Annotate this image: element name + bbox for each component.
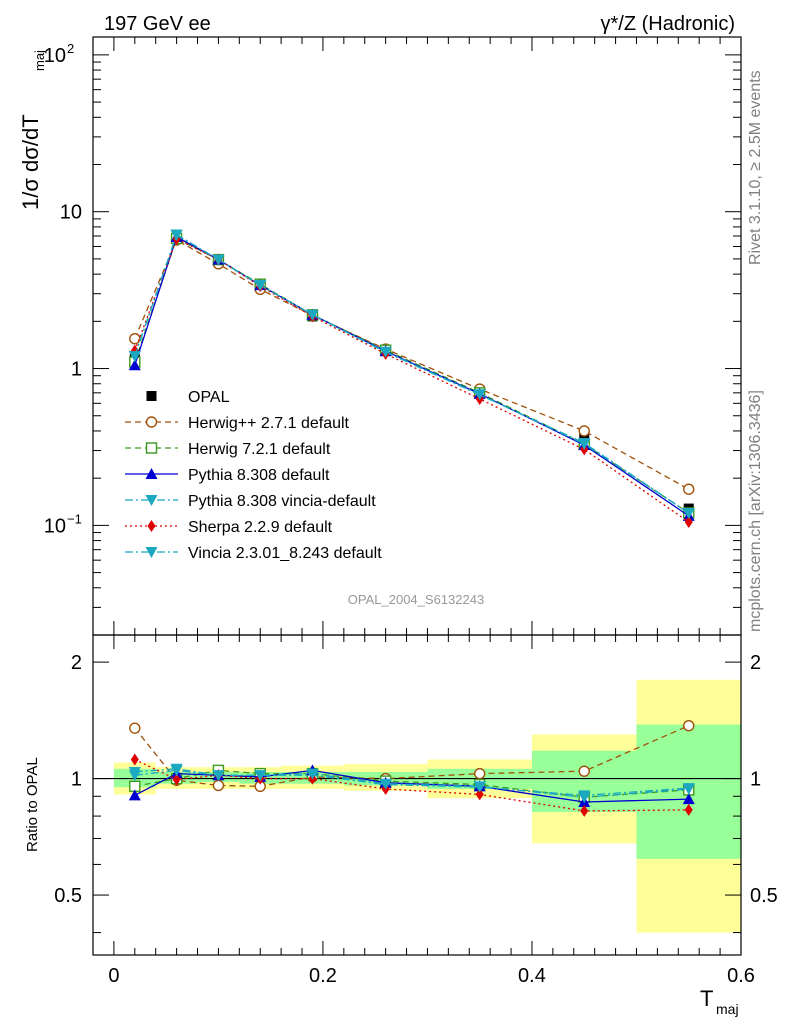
ratio-series-0-point: [683, 719, 695, 732]
legend-marker: [145, 416, 158, 428]
x-tick-label: 0.6: [727, 965, 755, 987]
ratio-series-4-point: [130, 753, 139, 766]
x-tick-label: 0.2: [309, 965, 337, 987]
legend-label: Pythia 8.308 vincia-default: [188, 493, 376, 510]
ratio-series-5-point: [170, 765, 183, 777]
main-series-5-point: [473, 389, 486, 401]
ratio-series-0-point: [578, 765, 590, 777]
ratio-series-5-point: [128, 770, 141, 782]
main-series-0-point: [578, 425, 590, 437]
ratio-y-tick-label: 1: [71, 769, 82, 791]
main-series-0-point: [683, 483, 695, 495]
ratio-series-2-point: [128, 789, 141, 801]
ratio-series-5-point: [473, 781, 486, 793]
y-tick-label-exponent: 2: [67, 41, 74, 56]
header-right-title: γ*/Z (Hadronic): [601, 13, 735, 35]
ratio-y-axis-label: Ratio to OPAL: [24, 757, 41, 852]
ratio-series-4-point: [172, 773, 181, 786]
y-tick-label-base: 10: [44, 45, 66, 67]
y-tick-label: 1: [71, 359, 82, 381]
y-tick-label: 10 −1: [44, 511, 82, 537]
ratio-y-tick-label-right: 1: [750, 769, 761, 791]
ratio-uncertainty-bands: [113, 679, 741, 933]
rivet-version-label: Rivet 3.1.10, ≥ 2.5M events: [747, 70, 764, 265]
y-tick-label-exponent: −1: [67, 511, 82, 526]
ratio-y-tick-label-right: 0.5: [750, 885, 778, 907]
y-axis-label: 1/σ dσ/dT: [18, 114, 43, 210]
y-tick-label: 10: [60, 202, 82, 224]
main-series-5-point: [379, 346, 392, 358]
analysis-id-label: OPAL_2004_S6132243: [348, 592, 484, 607]
legend-marker: [145, 468, 158, 479]
legend-label: Herwig 7.2.1 default: [188, 441, 331, 458]
y-tick-label-base: 10: [44, 515, 66, 537]
legend-marker: [145, 442, 158, 454]
main-series-2-point: [128, 359, 141, 371]
legend-marker: [145, 495, 158, 506]
ratio-series-5-point: [379, 778, 392, 790]
main-series-5-point: [212, 254, 225, 266]
legend-label: Pythia 8.308 default: [188, 467, 330, 484]
legend-marker: [147, 520, 156, 532]
ratio-y-tick-label: 2: [71, 652, 82, 674]
legend-label: Herwig++ 2.7.1 default: [188, 415, 350, 432]
main-series-4-point: [684, 516, 693, 529]
ratio-plot-frame: [92, 634, 742, 956]
ratio-series-4-point: [684, 803, 693, 816]
main-series-5-point: [128, 351, 141, 363]
y-tick-label-base: 1: [71, 359, 82, 381]
ratio-y-tick-label-right: 2: [750, 652, 761, 674]
legend-marker: [145, 547, 158, 558]
header-left-title: 197 GeV ee: [104, 13, 211, 35]
legend: OPAL Herwig++ 2.7.1 default Herwig 7.2.1 d…: [125, 389, 382, 562]
legend-label: Vincia 2.3.01_8.243 default: [188, 545, 382, 562]
x-tick-label: 0: [108, 965, 119, 987]
legend-label: Sherpa 2.2.9 default: [188, 519, 333, 536]
main-series-0-point: [129, 332, 141, 345]
legend-label: OPAL: [188, 389, 230, 406]
x-axis-label-sub: maj: [716, 1001, 739, 1017]
ratio-series-5-point: [254, 770, 267, 782]
main-series-5-point: [306, 309, 319, 321]
ratio-series-0-point: [129, 722, 141, 734]
x-tick-label: 0.4: [518, 965, 546, 987]
ratio-series-4-point: [475, 788, 484, 801]
ratio-series-0-point: [474, 767, 486, 780]
ratio-series-5-point: [212, 770, 225, 782]
main-series-5-point: [682, 507, 695, 519]
ratio-y-tick-label: 0.5: [54, 885, 82, 907]
ratio-series-5-point: [578, 792, 591, 804]
y-tick-label: 10 2: [44, 41, 74, 67]
ratio-series-4-line: [134, 758, 689, 812]
mcplots-label: mcplots.cern.ch [arXiv:1306.3436]: [747, 390, 764, 632]
x-axis-label: T: [700, 986, 713, 1011]
legend-marker: [146, 391, 157, 401]
ratio-series-2-point: [682, 793, 695, 805]
ratio-series-5-point: [306, 768, 319, 780]
main-series-5-point: [170, 230, 183, 242]
main-series-5-point: [254, 280, 267, 292]
ratio-series-5-point: [682, 783, 695, 795]
y-tick-label-base: 10: [60, 202, 82, 224]
ratio-series-0-point: [212, 779, 225, 792]
y-axis-label-sub: maj: [32, 50, 47, 71]
main-series-5-line: [134, 234, 690, 514]
main-series-5-point: [578, 439, 591, 451]
ratio-series-4-point: [580, 804, 589, 817]
